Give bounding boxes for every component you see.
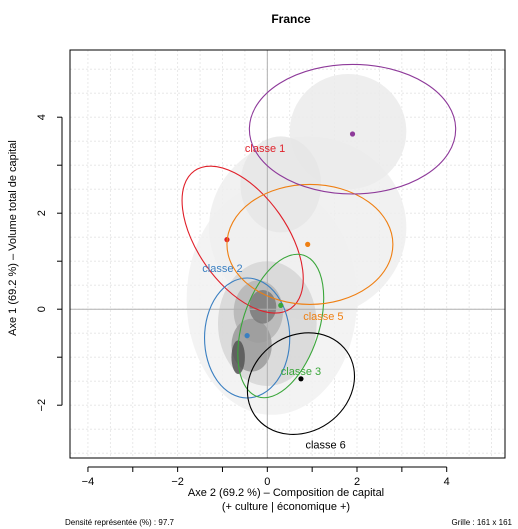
class-label: classe 2 bbox=[202, 263, 242, 275]
class-ellipse bbox=[203, 277, 291, 399]
class-ellipse bbox=[226, 183, 394, 305]
density-region bbox=[249, 290, 277, 324]
plot-area: classe 1 classe 2 classe 3 classe 5 classe 6 bbox=[70, 50, 505, 458]
class-center-point bbox=[298, 376, 304, 382]
y-tick-label: −2 bbox=[36, 399, 48, 412]
class-ellipse bbox=[181, 165, 304, 314]
chart-title: France bbox=[271, 12, 311, 26]
class-label: classe 1 bbox=[245, 143, 285, 155]
class-center-point bbox=[244, 333, 250, 339]
footer-density: Densité représentée (%) : 97.7 bbox=[65, 518, 174, 527]
class-label: classe 5 bbox=[303, 311, 343, 323]
x-axis-label-line2: (+ culture | économique +) bbox=[222, 501, 350, 513]
plot-frame bbox=[69, 49, 506, 459]
x-tick-label: −2 bbox=[171, 476, 184, 488]
class-center-point bbox=[305, 241, 311, 247]
x-tick-label: −4 bbox=[82, 476, 95, 488]
class-label: classe 3 bbox=[281, 366, 321, 378]
y-axis-label: Axe 1 (69.2 %) – Volume total de capital bbox=[7, 140, 19, 336]
plot-content: classe 1 classe 2 classe 3 classe 5 classe 6 bbox=[70, 50, 505, 458]
density-region bbox=[289, 74, 407, 190]
axes: −4 −2 0 2 4 −2 0 2 4 bbox=[36, 114, 450, 488]
x-tick-label: 2 bbox=[354, 476, 360, 488]
x-axis-label-line1: Axe 2 (69.2 %) – Composition de capital bbox=[188, 487, 384, 499]
x-tick-label: 4 bbox=[444, 476, 450, 488]
class-center-point bbox=[349, 131, 356, 137]
class-ellipse bbox=[237, 253, 325, 399]
class-ellipse bbox=[248, 63, 457, 195]
footer-grid: Grille : 161 x 161 bbox=[452, 518, 513, 527]
class-ellipse bbox=[246, 332, 356, 435]
y-tick-label: 2 bbox=[36, 210, 48, 216]
x-tick-label: 0 bbox=[264, 476, 270, 488]
class-label: classe 6 bbox=[305, 439, 345, 451]
class-center-point bbox=[278, 302, 284, 308]
y-tick-label: 0 bbox=[36, 306, 48, 312]
y-tick-label: 4 bbox=[36, 114, 48, 120]
density-region bbox=[240, 136, 322, 233]
